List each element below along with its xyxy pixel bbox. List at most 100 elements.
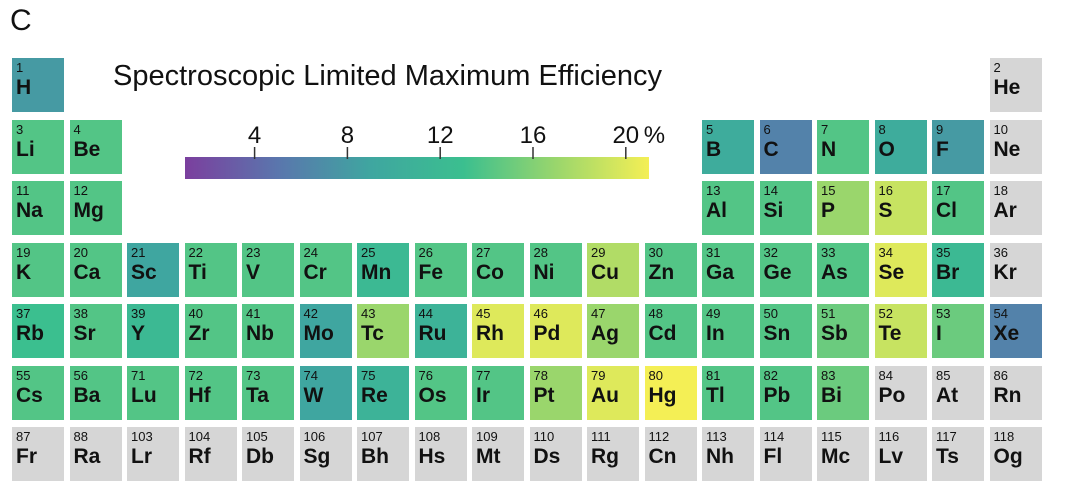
element-cell-ds: 110 Ds xyxy=(529,427,582,481)
element-cell-fe: 26 Fe xyxy=(414,242,467,297)
element-cell-pb: 82 Pb xyxy=(759,365,812,420)
element-symbol: Ag xyxy=(591,322,619,345)
atomic-number: 33 xyxy=(821,244,836,260)
atomic-number: 82 xyxy=(763,367,778,383)
atomic-number: 39 xyxy=(131,306,146,321)
atomic-number: 56 xyxy=(73,367,88,383)
element-symbol: Y xyxy=(131,322,146,345)
atomic-number: 78 xyxy=(533,367,548,383)
element-cell-sb: 51 Sb xyxy=(817,304,869,358)
element-symbol: Ts xyxy=(936,445,959,468)
atomic-number: 25 xyxy=(361,244,376,260)
atomic-number: 73 xyxy=(246,367,261,383)
element-cell-fl: 114 Fl xyxy=(759,427,812,481)
element-symbol: Cn xyxy=(648,445,677,468)
element-symbol: Te xyxy=(878,322,902,345)
atomic-number: 116 xyxy=(878,429,900,444)
element-cell-pt: 78 Pt xyxy=(529,365,582,420)
element-cell-pd: 46 Pd xyxy=(529,304,582,358)
element-symbol: Cu xyxy=(591,260,619,284)
element-symbol: Sg xyxy=(303,445,331,468)
element-symbol: Fl xyxy=(763,445,783,468)
element-cell-hf: 72 Hf xyxy=(184,365,237,420)
atomic-number: 107 xyxy=(361,429,383,444)
element-cell-te: 52 Te xyxy=(874,304,927,358)
atomic-number: 80 xyxy=(648,367,663,383)
chart-title: Spectroscopic Limited Maximum Efficiency xyxy=(113,60,663,92)
atomic-number: 54 xyxy=(993,306,1008,321)
element-symbol: Fe xyxy=(418,260,444,284)
atomic-number: 40 xyxy=(188,306,203,321)
element-cell-nh: 113 Nh xyxy=(702,427,754,481)
element-symbol: W xyxy=(303,383,324,407)
element-symbol: Os xyxy=(418,383,447,407)
element-symbol: Na xyxy=(16,199,43,222)
element-symbol: Hs xyxy=(418,445,446,468)
element-cell-mn: 25 Mn xyxy=(357,242,409,297)
element-cell-he: 2 He xyxy=(989,58,1042,112)
element-cell-ag: 47 Ag xyxy=(587,304,639,358)
atomic-number: 1 xyxy=(16,60,24,75)
element-cell-cl: 17 Cl xyxy=(932,181,984,235)
element-symbol: C xyxy=(763,137,779,161)
element-symbol: Sb xyxy=(821,322,848,345)
atomic-number: 28 xyxy=(533,244,548,260)
element-symbol: Fr xyxy=(16,445,37,468)
element-cell-sg: 106 Sg xyxy=(299,427,352,481)
element-cell-lu: 71 Lu xyxy=(127,365,179,420)
element-symbol: Rf xyxy=(188,445,211,468)
element-symbol: Ca xyxy=(73,260,101,284)
atomic-number: 118 xyxy=(993,429,1015,444)
element-cell-in: 49 In xyxy=(702,304,754,358)
element-symbol: P xyxy=(821,199,836,222)
atomic-number: 84 xyxy=(878,367,893,383)
atomic-number: 86 xyxy=(993,367,1008,383)
element-symbol: Ru xyxy=(418,322,447,345)
element-cell-mc: 115 Mc xyxy=(817,427,869,481)
element-symbol: Ar xyxy=(993,199,1017,222)
element-symbol: Pb xyxy=(763,383,791,407)
atomic-number: 14 xyxy=(763,183,778,198)
atomic-number: 41 xyxy=(246,306,261,321)
element-cell-au: 79 Au xyxy=(587,365,639,420)
element-cell-ba: 56 Ba xyxy=(69,365,122,420)
element-cell-ge: 32 Ge xyxy=(759,242,812,297)
element-symbol: Pd xyxy=(533,322,561,345)
element-cell-ru: 44 Ru xyxy=(414,304,467,358)
atomic-number: 44 xyxy=(418,306,433,321)
atomic-number: 43 xyxy=(361,306,376,321)
atomic-number: 11 xyxy=(16,183,30,198)
element-cell-ni: 28 Ni xyxy=(529,242,582,297)
element-symbol: Sr xyxy=(73,322,96,345)
element-cell-kr: 36 Kr xyxy=(989,242,1042,297)
element-cell-al: 13 Al xyxy=(702,181,754,235)
element-symbol: V xyxy=(246,260,261,284)
atomic-number: 32 xyxy=(763,244,778,260)
element-cell-p: 15 P xyxy=(817,181,869,235)
element-cell-fr: 87 Fr xyxy=(12,427,64,481)
atomic-number: 21 xyxy=(131,244,146,260)
element-symbol: Cd xyxy=(648,322,677,345)
atomic-number: 13 xyxy=(706,183,721,198)
element-symbol: Hg xyxy=(648,383,677,407)
element-symbol: Rg xyxy=(591,445,619,468)
panel-label: C xyxy=(10,4,32,37)
atomic-number: 110 xyxy=(533,429,555,444)
element-cell-zn: 30 Zn xyxy=(644,242,697,297)
element-symbol: In xyxy=(706,322,725,345)
element-cell-si: 14 Si xyxy=(759,181,812,235)
atomic-number: 109 xyxy=(476,429,498,444)
element-cell-sn: 50 Sn xyxy=(759,304,812,358)
element-symbol: Db xyxy=(246,445,274,468)
element-cell-ca: 20 Ca xyxy=(69,242,122,297)
element-cell-hg: 80 Hg xyxy=(644,365,697,420)
element-symbol: Lu xyxy=(131,383,157,407)
element-symbol: Au xyxy=(591,383,619,407)
element-symbol: Ge xyxy=(763,260,792,284)
element-symbol: F xyxy=(936,137,949,161)
element-cell-zr: 40 Zr xyxy=(184,304,237,358)
element-cell-mo: 42 Mo xyxy=(299,304,352,358)
atomic-number: 46 xyxy=(533,306,548,321)
